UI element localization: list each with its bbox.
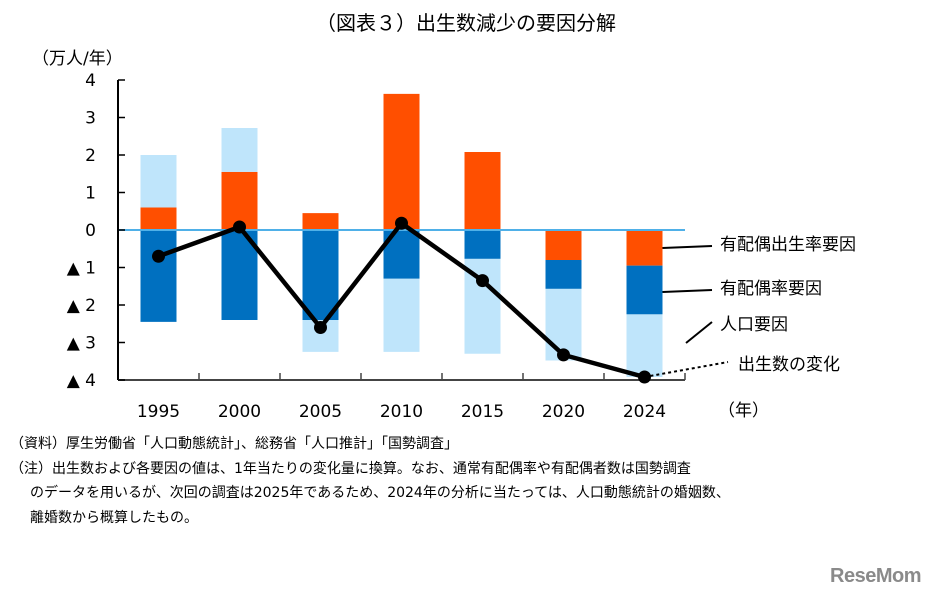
line-point bbox=[233, 220, 246, 234]
notes: （資料）厚生労働省「人口動態統計」、総務省「人口推計」「国勢調査」 （注）出生数… bbox=[10, 432, 730, 530]
x-tick-labels: 1995 2000 2005 2010 2015 2020 2024 bbox=[137, 402, 666, 422]
line-point bbox=[476, 274, 489, 288]
y-tick-label: ▲ 1 bbox=[67, 259, 96, 279]
y-tick-label: 2 bbox=[85, 146, 96, 166]
chart-title: （図表３）出生数減少の要因分解 bbox=[316, 11, 616, 35]
x-tick-label: 2005 bbox=[299, 402, 342, 422]
note-line-3: 離婚数から概算したもの。 bbox=[30, 509, 198, 526]
bar-segment bbox=[383, 93, 420, 230]
y-tick-label: ▲ 2 bbox=[67, 296, 96, 316]
x-tick-label: 2024 bbox=[623, 402, 666, 422]
line-point bbox=[152, 249, 165, 263]
y-axis-unit: （万人/年） bbox=[32, 49, 123, 69]
bar-segment bbox=[545, 260, 582, 289]
legend-label: 有配偶出生率要因 bbox=[720, 235, 856, 255]
x-tick-label: 2015 bbox=[461, 402, 504, 422]
y-tick-label: ▲ 4 bbox=[67, 371, 96, 391]
x-tick-label: 2000 bbox=[218, 402, 261, 422]
y-tick-labels: 4 3 2 1 0 ▲ 1 ▲ 2 ▲ 3 ▲ 4 bbox=[67, 71, 96, 391]
legend-leader-line bbox=[662, 245, 713, 249]
y-tick-label: 1 bbox=[85, 184, 96, 204]
bar-segment bbox=[302, 213, 339, 230]
bar-segment bbox=[464, 230, 501, 259]
note-line-1: （注）出生数および各要因の値は、1年当たりの変化量に換算。なお、通常有配偶率や有… bbox=[10, 460, 691, 477]
x-axis-unit: （年） bbox=[718, 401, 769, 421]
x-tick-label: 2010 bbox=[380, 402, 423, 422]
legend-leader-line bbox=[644, 361, 729, 378]
legend-label: 人口要因 bbox=[720, 315, 788, 335]
bar-segment bbox=[140, 155, 177, 208]
y-tick-label: 3 bbox=[85, 109, 96, 129]
bar-segment bbox=[140, 230, 177, 322]
note-line-2: のデータを用いるが、次回の調査は2025年であるため、2024年の分析に当たって… bbox=[30, 485, 730, 501]
y-tick-label: ▲ 3 bbox=[67, 334, 96, 354]
line-point bbox=[314, 321, 327, 334]
legend-label: 出生数の変化 bbox=[738, 355, 840, 375]
bars bbox=[140, 93, 663, 377]
bar-segment bbox=[140, 207, 177, 230]
x-tick-label: 1995 bbox=[137, 402, 180, 422]
y-tick-label: 4 bbox=[85, 71, 96, 91]
bar-segment bbox=[626, 265, 663, 315]
y-tick-label: 0 bbox=[85, 221, 96, 241]
bar-segment bbox=[221, 171, 258, 230]
bar-segment bbox=[626, 230, 663, 266]
bar-segment bbox=[221, 128, 258, 172]
legend-leader-line bbox=[685, 321, 713, 344]
bar-segment bbox=[383, 278, 420, 352]
bar-segment bbox=[626, 314, 663, 377]
legend-label: 有配偶率要因 bbox=[720, 279, 822, 299]
source-note: （資料）厚生労働省「人口動態統計」、総務省「人口推計」「国勢調査」 bbox=[10, 436, 458, 452]
line-point bbox=[557, 348, 570, 362]
births-change-line bbox=[152, 216, 651, 384]
axes bbox=[117, 79, 686, 381]
bar-segment bbox=[545, 230, 582, 260]
legend-leader-line bbox=[662, 289, 713, 293]
bar-segment bbox=[464, 152, 501, 230]
x-tick-label: 2020 bbox=[542, 402, 585, 422]
chart: （図表３）出生数減少の要因分解 （万人/年） 4 3 2 1 0 ▲ 1 ▲ 2 ▲ 3 ▲ 4… bbox=[32, 11, 856, 422]
resemom-logo: ReseMom bbox=[830, 565, 921, 587]
bar-segment bbox=[302, 230, 339, 320]
line-point bbox=[395, 216, 408, 230]
